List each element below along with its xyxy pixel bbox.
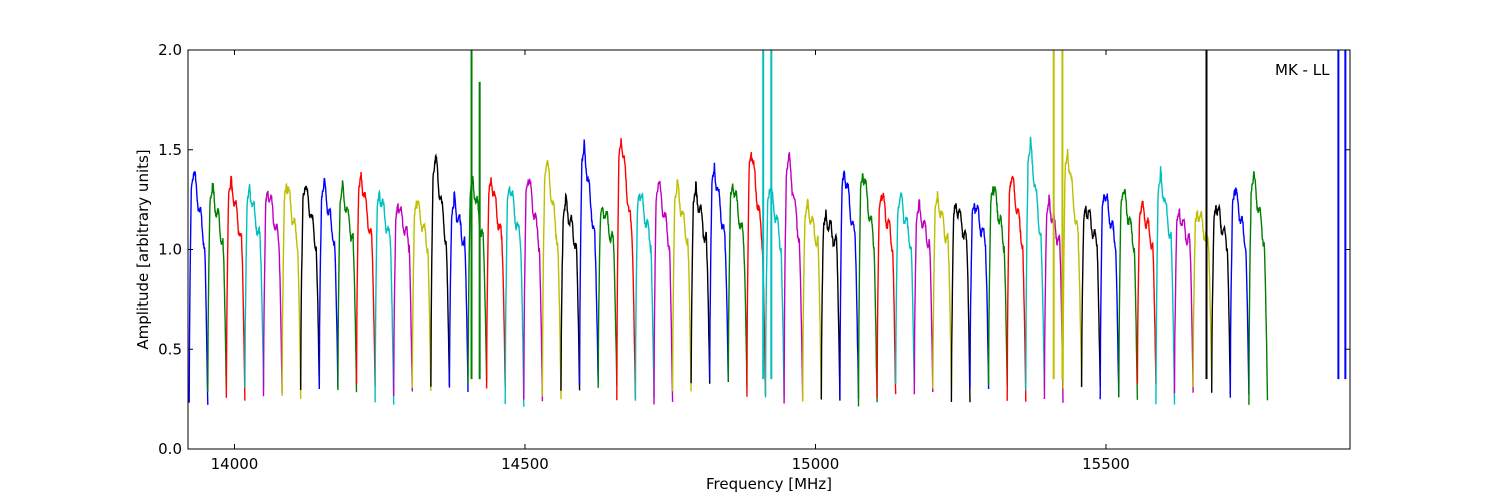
segment-line-34 xyxy=(802,198,822,402)
segment-line-5 xyxy=(262,190,283,397)
segment-line-54 xyxy=(1173,208,1194,394)
segment-line-46 xyxy=(1025,136,1046,391)
segment-line-49 xyxy=(1080,205,1101,388)
segment-line-55 xyxy=(1192,209,1213,388)
segment-line-3 xyxy=(225,175,246,401)
segment-line-43 xyxy=(969,203,990,390)
segment-line-35 xyxy=(820,209,841,401)
x-axis: 14000 14500 15000 15500 xyxy=(211,50,1130,473)
segment-line-33 xyxy=(783,152,804,404)
segment-line-48 xyxy=(1062,148,1083,389)
segment-line-8 xyxy=(318,177,339,390)
segment-line-9 xyxy=(337,180,358,393)
segment-line-2 xyxy=(207,182,227,393)
segment-line-19 xyxy=(523,178,544,402)
segment-line-21 xyxy=(560,192,581,391)
x-tick-label-2: 14500 xyxy=(501,455,549,473)
y-tick-label-5: 2.0 xyxy=(158,41,182,59)
segment-line-23 xyxy=(597,206,618,388)
segment-line-24 xyxy=(616,138,637,401)
segment-line-25 xyxy=(634,192,655,401)
segment-line-45 xyxy=(1006,175,1027,402)
segment-line-40 xyxy=(913,198,934,395)
segment-line-15 xyxy=(448,190,469,393)
x-tick-label-1: 14000 xyxy=(211,455,259,473)
series-layer xyxy=(188,50,1347,407)
y-tick-label-1: 0.0 xyxy=(158,440,182,458)
segment-line-26 xyxy=(653,180,674,405)
x-tick-label-4: 15500 xyxy=(1082,455,1130,473)
x-axis-label: Frequency [MHz] xyxy=(706,475,832,493)
segment-line-56 xyxy=(1211,203,1231,395)
segment-line-14 xyxy=(430,153,451,387)
segment-line-36 xyxy=(839,170,860,399)
segment-line-1 xyxy=(188,171,209,405)
y-axis-label: Amplitude [arbitrary units] xyxy=(134,149,152,349)
segment-line-20 xyxy=(541,159,562,400)
segment-line-50 xyxy=(1099,193,1120,400)
segment-line-58 xyxy=(1248,171,1269,405)
baseline-annotation: MK - LL xyxy=(1275,61,1330,79)
segment-line-29 xyxy=(709,162,729,383)
segment-line-10 xyxy=(355,171,376,388)
segment-line-13 xyxy=(411,200,432,391)
segment-line-52 xyxy=(1136,200,1157,385)
segment-line-53 xyxy=(1155,166,1176,405)
segment-line-17 xyxy=(485,177,506,389)
segment-line-32 xyxy=(764,187,785,398)
y-tick-label-4: 1.5 xyxy=(158,141,182,159)
segment-line-41 xyxy=(932,191,953,390)
segment-line-11 xyxy=(374,189,395,405)
segment-line-38 xyxy=(876,192,897,398)
segment-line-37 xyxy=(857,173,878,407)
x-tick-label-3: 15000 xyxy=(792,455,840,473)
segment-line-28 xyxy=(690,181,711,384)
segment-line-51 xyxy=(1118,188,1139,400)
segment-line-4 xyxy=(244,184,265,390)
segment-line-30 xyxy=(727,183,748,388)
segment-line-39 xyxy=(895,191,915,385)
segment-line-18 xyxy=(504,186,525,407)
segment-line-22 xyxy=(578,139,599,385)
segment-line-42 xyxy=(950,203,971,403)
segment-line-7 xyxy=(300,185,320,390)
y-tick-label-2: 0.5 xyxy=(158,340,182,358)
segment-line-12 xyxy=(393,202,413,396)
segment-line-57 xyxy=(1229,187,1250,398)
segment-line-6 xyxy=(281,182,302,399)
segment-line-27 xyxy=(671,179,692,392)
y-axis: 0.0 0.5 1.0 1.5 2.0 xyxy=(158,41,1350,458)
segment-line-44 xyxy=(987,186,1008,387)
y-tick-label-3: 1.0 xyxy=(158,241,182,259)
